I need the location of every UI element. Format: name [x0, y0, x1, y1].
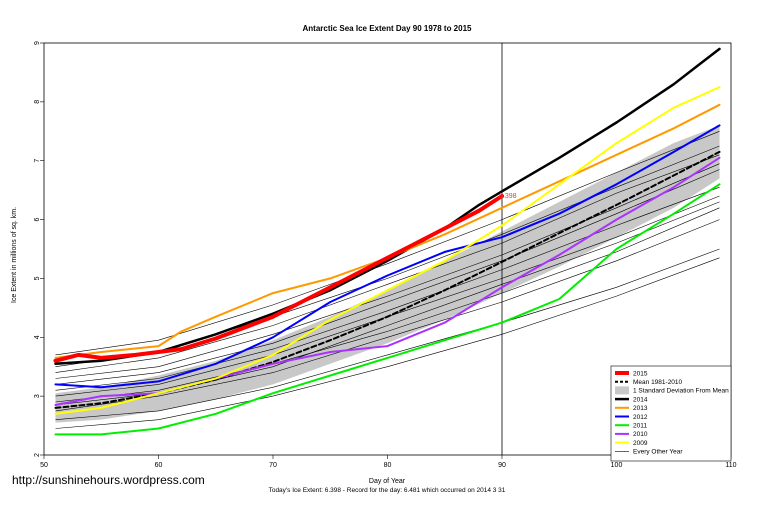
- current-value-label: 6.398: [499, 193, 517, 200]
- x-axis-label: Day of Year: [369, 478, 406, 485]
- other-year-line-9: [55, 257, 720, 429]
- legend-swatch: [615, 386, 629, 395]
- legend: 2015 Mean 1981-2010 1 Standard Deviation F…: [610, 365, 732, 462]
- legend-label: Every Other Year: [633, 449, 683, 456]
- legend-label: 2009: [633, 440, 648, 447]
- x-tick-label: 90: [498, 462, 506, 469]
- series-line-2009: [54, 86, 721, 415]
- x-tick-label: 60: [155, 462, 163, 469]
- other-year-line-4: [55, 163, 720, 379]
- y-tick-label: 8: [34, 100, 41, 104]
- legend-label: 2013: [633, 405, 648, 412]
- std-dev-band: [55, 125, 720, 423]
- other-year-line-8: [55, 131, 720, 356]
- series-line-2011: [54, 183, 721, 436]
- legend-label: Mean 1981-2010: [633, 379, 683, 386]
- other-year-line-12: [55, 154, 720, 373]
- series-line-2012: [54, 124, 721, 389]
- other-year-line-2: [55, 207, 720, 403]
- y-axis-label: Ice Extent in millions of sq. km.: [11, 207, 18, 303]
- x-tick-label: 50: [40, 462, 48, 469]
- series-line-2013: [54, 103, 721, 359]
- other-year-line-10: [55, 169, 720, 385]
- y-tick-label: 9: [34, 41, 41, 45]
- legend-label: 1 Standard Deviation From Mean: [633, 388, 729, 395]
- credit-url: http://sunshinehours.wordpress.com: [12, 473, 205, 487]
- x-tick-label: 110: [725, 462, 736, 469]
- y-tick-label: 2: [34, 453, 41, 457]
- x-tick-label: 100: [611, 462, 623, 469]
- legend-label: 2012: [633, 414, 648, 421]
- y-tick-label: 3: [34, 394, 41, 398]
- y-tick-label: 5: [34, 276, 41, 280]
- other-year-line-5: [55, 219, 720, 412]
- other-year-line-3: [55, 186, 720, 391]
- footer-line: Today's Ice Extent: 6.398 - Record for t…: [269, 487, 506, 494]
- y-tick-label: 7: [34, 159, 41, 163]
- x-tick-label: 80: [384, 462, 392, 469]
- legend-label: 2010: [633, 431, 648, 438]
- x-tick-label: 70: [269, 462, 277, 469]
- legend-box: [610, 365, 732, 462]
- legend-label: 2011: [633, 423, 647, 430]
- y-tick-label: 4: [34, 335, 41, 339]
- legend-label: 2014: [633, 396, 648, 403]
- y-tick-label: 6: [34, 218, 41, 222]
- series-line-2015: [53, 194, 504, 363]
- other-year-line-1: [55, 248, 720, 420]
- plot-area: 50 60 70 80 90 100 110 2 3 4 5 6 7 8 9 6.398: [34, 41, 737, 469]
- legend-label: 2015: [633, 370, 648, 377]
- chart-title: Antarctic Sea Ice Extent Day 90 1978 to …: [303, 24, 473, 33]
